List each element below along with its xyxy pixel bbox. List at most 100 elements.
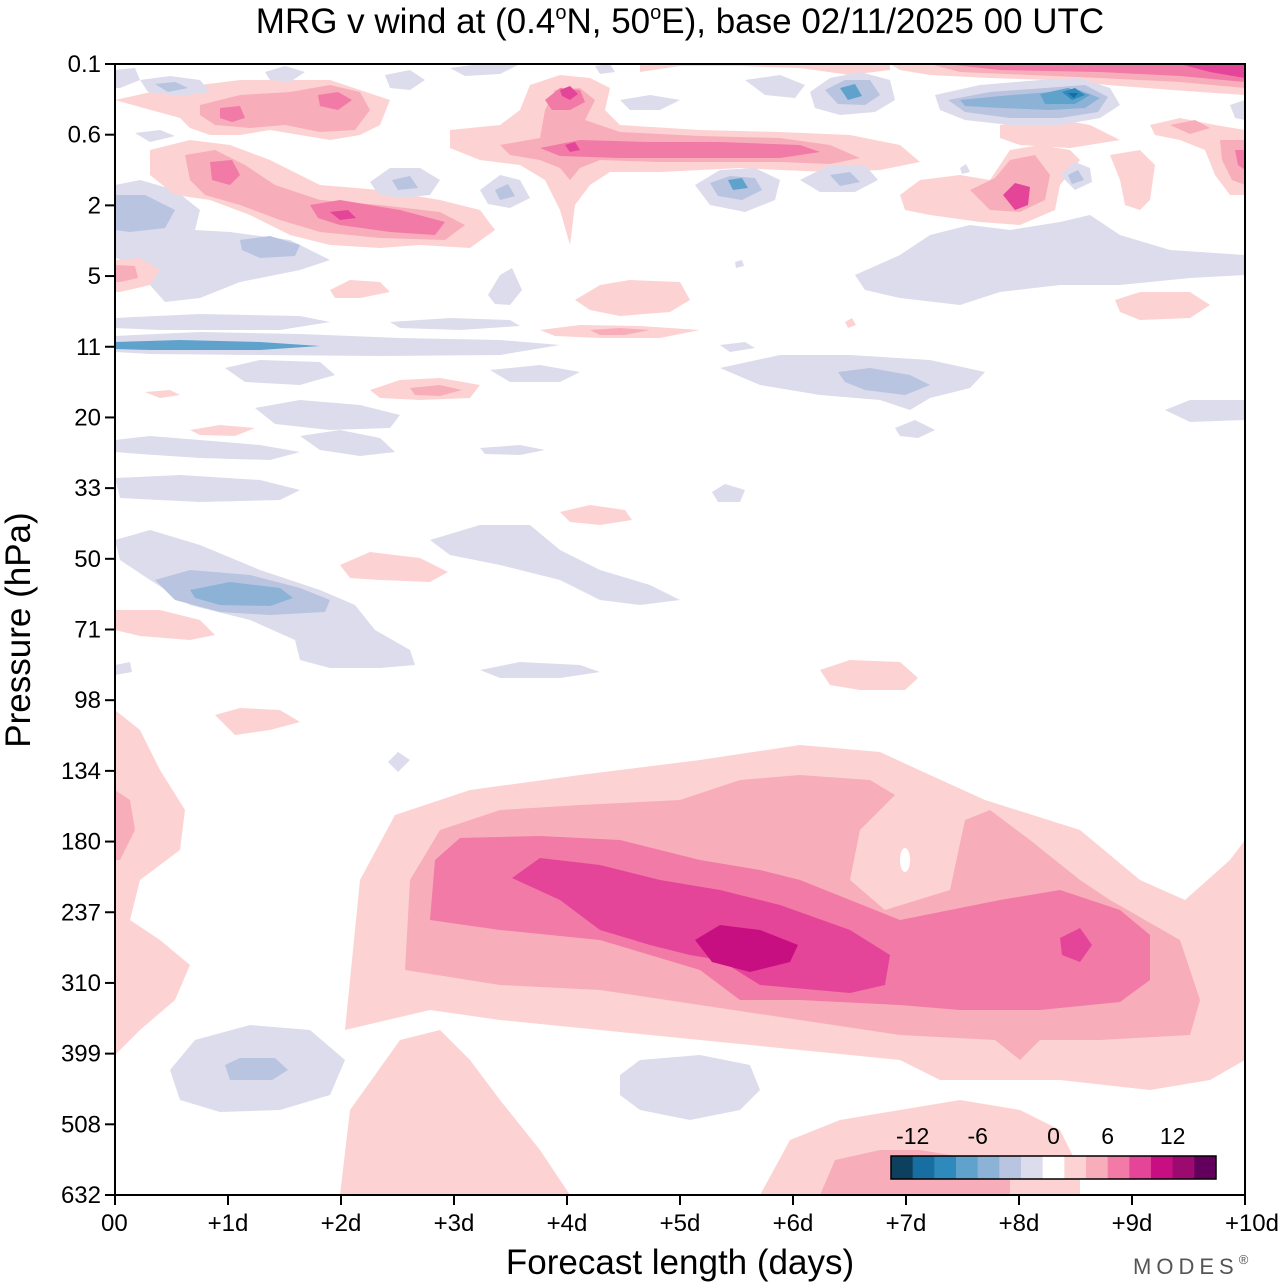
contour-hole bbox=[900, 848, 910, 872]
contour-positive-2 bbox=[575, 280, 690, 316]
contour-negative-2 bbox=[135, 130, 175, 142]
contour-negative-2 bbox=[225, 360, 335, 385]
y-tick-label: 33 bbox=[74, 475, 101, 502]
contour-negative-6 bbox=[728, 178, 748, 190]
contour-positive-8 bbox=[565, 142, 580, 152]
contour-negative-2 bbox=[735, 260, 744, 268]
y-tick-label: 0.1 bbox=[68, 51, 101, 78]
contour-negative-6 bbox=[840, 84, 862, 100]
y-tick-label: 399 bbox=[61, 1041, 101, 1068]
contour-positive-2 bbox=[115, 710, 190, 1055]
contour-negative-2 bbox=[720, 342, 755, 352]
x-tick-label: 00 bbox=[101, 1210, 128, 1237]
colorbar-label: 12 bbox=[1160, 1123, 1186, 1149]
colorbar-swatch bbox=[1042, 1156, 1065, 1179]
contour-positive-6 bbox=[220, 106, 245, 122]
contour-negative-4 bbox=[495, 184, 515, 200]
colorbar-swatch bbox=[912, 1156, 935, 1179]
colorbar-swatch bbox=[1194, 1156, 1217, 1179]
colorbar-label: 0 bbox=[1047, 1123, 1060, 1149]
y-axis: 0.1 0.6 2 5 11 20 33 50 71 98 134 180 237 310 399 508 63… bbox=[61, 51, 115, 1209]
contour-negative-2 bbox=[620, 1055, 760, 1120]
contour-negative-2 bbox=[115, 662, 132, 675]
contour-negative-4 bbox=[838, 368, 930, 395]
contour-positive-2 bbox=[1150, 118, 1245, 195]
x-tick-label: +5d bbox=[660, 1210, 701, 1237]
colorbar-label: 6 bbox=[1101, 1123, 1114, 1149]
contour-negative-2 bbox=[1165, 400, 1245, 422]
colorbar-label: -6 bbox=[967, 1123, 987, 1149]
contour-positive-6 bbox=[318, 92, 352, 110]
contour-negative-2 bbox=[1230, 100, 1245, 120]
x-axis: 00 +1d +2d +3d +4d +5d +6d +7d +8d +9d +10d bbox=[101, 1195, 1279, 1237]
contour-positive-2 bbox=[560, 505, 632, 525]
y-tick-label: 134 bbox=[61, 758, 101, 785]
contour-negative-6 bbox=[115, 340, 320, 350]
contour-positive-2 bbox=[845, 318, 856, 328]
contour-positive-4 bbox=[115, 265, 138, 282]
contour-positive-8 bbox=[560, 86, 578, 100]
x-tick-label: +4d bbox=[547, 1210, 588, 1237]
y-tick-label: 5 bbox=[88, 263, 101, 290]
y-tick-label: 180 bbox=[61, 829, 101, 856]
contour-negative-2 bbox=[300, 430, 395, 456]
colorbar: -12 -6 0 6 12 bbox=[890, 1123, 1217, 1180]
contour-negative-4 bbox=[225, 1058, 288, 1080]
contour-positive-2 bbox=[330, 280, 390, 298]
x-tick-label: +10d bbox=[1225, 1210, 1279, 1237]
contour-positive-8 bbox=[1003, 183, 1030, 210]
x-tick-label: +2d bbox=[321, 1210, 362, 1237]
contour-negative-2 bbox=[712, 484, 745, 502]
contour-negative-2 bbox=[745, 75, 805, 98]
colorbar-swatch bbox=[1086, 1156, 1109, 1179]
contour-positive-6 bbox=[1235, 150, 1245, 170]
contour-negative-2 bbox=[255, 400, 400, 430]
y-tick-label: 310 bbox=[61, 970, 101, 997]
colorbar-swatch bbox=[1151, 1156, 1174, 1179]
contour-negative-4 bbox=[240, 236, 300, 258]
contour-positive-10 bbox=[695, 925, 798, 972]
x-tick-label: +9d bbox=[1112, 1210, 1153, 1237]
contour-negative-6 bbox=[190, 582, 293, 606]
contour-negative-2 bbox=[388, 752, 410, 772]
chart-title: MRG v wind at (0.4oN, 50oE), base 02/11/… bbox=[256, 2, 1104, 41]
colorbar-swatch bbox=[1021, 1156, 1044, 1179]
contour-positive-4 bbox=[410, 385, 462, 396]
y-tick-label: 20 bbox=[74, 404, 101, 431]
contour-negative-2 bbox=[480, 662, 600, 678]
contour-positive-8 bbox=[330, 210, 356, 220]
contour-negative-2 bbox=[480, 445, 545, 455]
contour-positive-6 bbox=[540, 140, 820, 158]
contour-positive-2 bbox=[1115, 292, 1210, 320]
contour-negative-4 bbox=[155, 82, 188, 92]
contour-positive-8 bbox=[1060, 928, 1092, 962]
contour-positive-2 bbox=[340, 1030, 570, 1195]
colorbar-swatch bbox=[1064, 1156, 1087, 1179]
colorbar-swatch bbox=[934, 1156, 957, 1179]
contour-positive-6 bbox=[310, 200, 445, 235]
contour-positive-8 bbox=[512, 858, 890, 993]
colorbar-swatch bbox=[977, 1156, 1000, 1179]
y-tick-label: 508 bbox=[61, 1111, 101, 1138]
contour-positive-2 bbox=[115, 610, 215, 640]
colorbar-swatch bbox=[1107, 1156, 1130, 1179]
modes-watermark: MODES® bbox=[1133, 1252, 1253, 1279]
contour-negative-2 bbox=[430, 525, 680, 605]
contour-negative-2 bbox=[115, 68, 140, 88]
contour-negative-2 bbox=[115, 475, 300, 502]
contour-fields bbox=[115, 64, 1245, 1195]
x-tick-label: +1d bbox=[208, 1210, 249, 1237]
contour-positive-2 bbox=[640, 64, 890, 75]
x-tick-label: +6d bbox=[773, 1210, 814, 1237]
colorbar-swatch bbox=[999, 1156, 1022, 1179]
contour-positive-8 bbox=[1180, 64, 1245, 78]
colorbar-swatch bbox=[891, 1156, 914, 1179]
contour-positive-6 bbox=[210, 160, 240, 185]
contour-positive-2 bbox=[1110, 150, 1155, 210]
y-tick-label: 0.6 bbox=[68, 122, 101, 149]
y-tick-label: 50 bbox=[74, 546, 101, 573]
y-tick-label: 98 bbox=[74, 687, 101, 714]
x-tick-label: +3d bbox=[434, 1210, 475, 1237]
contour-negative-4 bbox=[1068, 170, 1084, 184]
